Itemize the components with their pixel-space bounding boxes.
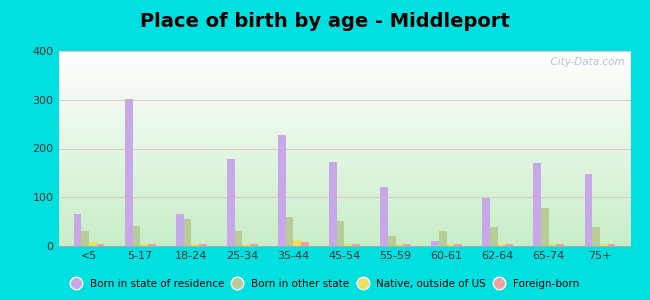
Bar [506, 244, 513, 246]
Bar [432, 241, 439, 246]
Bar [534, 163, 541, 246]
Legend: Born in state of residence, Born in other state, Native, outside of US, Foreign-: Born in state of residence, Born in othe… [68, 275, 582, 292]
Bar [176, 214, 183, 246]
Bar [227, 159, 235, 246]
Bar [97, 244, 105, 246]
Bar [498, 244, 505, 246]
Bar [148, 244, 155, 246]
Bar [191, 244, 199, 246]
Bar [337, 220, 344, 246]
Bar [454, 244, 462, 246]
Bar [556, 244, 564, 246]
Bar [592, 227, 600, 246]
Bar [584, 174, 592, 246]
Bar [199, 244, 207, 246]
Bar [352, 244, 360, 246]
Text: Place of birth by age - Middleport: Place of birth by age - Middleport [140, 12, 510, 31]
Bar [89, 242, 97, 246]
Bar [250, 244, 257, 246]
Bar [293, 240, 301, 246]
Bar [140, 244, 148, 246]
Bar [490, 227, 498, 246]
Bar [329, 162, 337, 246]
Bar [125, 99, 133, 246]
Bar [286, 217, 293, 246]
Bar [278, 135, 286, 246]
Bar [439, 231, 447, 246]
Bar [81, 231, 89, 246]
Bar [301, 242, 309, 246]
Bar [133, 226, 140, 246]
Bar [482, 198, 490, 246]
Bar [541, 208, 549, 246]
Bar [549, 244, 556, 246]
Bar [235, 231, 242, 246]
Bar [447, 244, 454, 246]
Bar [608, 244, 615, 246]
Bar [396, 244, 403, 246]
Bar [403, 244, 411, 246]
Bar [183, 219, 191, 246]
Bar [380, 187, 388, 246]
Bar [344, 244, 352, 246]
Text: City-Data.com: City-Data.com [544, 57, 625, 67]
Bar [242, 244, 250, 246]
Bar [388, 236, 396, 246]
Bar [600, 244, 608, 246]
Bar [74, 214, 81, 246]
